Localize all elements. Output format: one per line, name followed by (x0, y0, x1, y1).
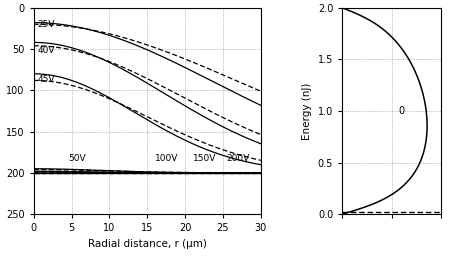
Text: 200V: 200V (227, 154, 250, 163)
Text: 0: 0 (398, 106, 405, 116)
Y-axis label: Energy (nJ): Energy (nJ) (302, 82, 312, 140)
Text: 100V: 100V (155, 154, 178, 163)
Text: 45V: 45V (37, 75, 55, 84)
X-axis label: Radial distance, r (μm): Radial distance, r (μm) (88, 239, 207, 249)
Text: 50V: 50V (68, 154, 86, 163)
Text: 40V: 40V (37, 46, 55, 55)
Text: 150V: 150V (193, 154, 216, 163)
Text: 25V: 25V (37, 20, 55, 29)
